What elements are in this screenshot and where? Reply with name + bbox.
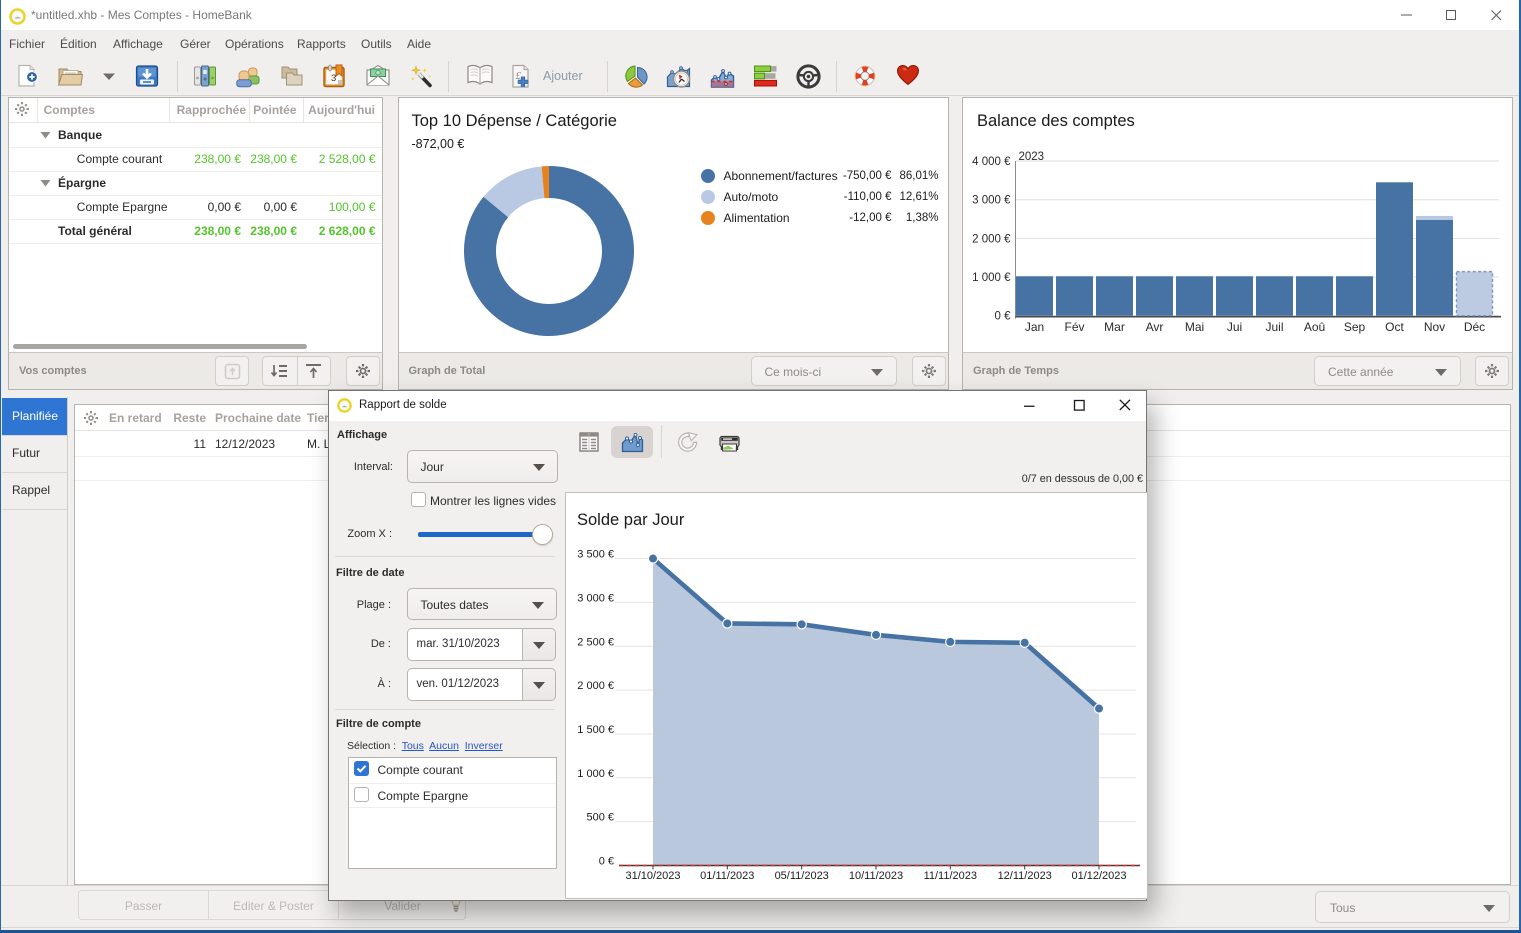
- svg-text:12/11/2023: 12/11/2023: [997, 870, 1051, 882]
- svg-text:11/11/2023: 11/11/2023: [923, 870, 976, 882]
- svg-text:01/12/2023: 01/12/2023: [1071, 870, 1126, 882]
- svg-text:Fév: Fév: [1064, 320, 1084, 334]
- svg-text:Solde par Jour: Solde par Jour: [577, 511, 685, 529]
- svg-text:2 000 €: 2 000 €: [972, 233, 1011, 245]
- svg-text:Jan: Jan: [1025, 320, 1044, 334]
- svg-text:Juil: Juil: [1265, 320, 1283, 334]
- svg-text:1 000 €: 1 000 €: [972, 272, 1011, 284]
- svg-text:Mar: Mar: [1104, 320, 1125, 334]
- svg-text:Oct: Oct: [1385, 320, 1404, 334]
- svg-text:Avr: Avr: [1146, 320, 1164, 334]
- svg-text:10/11/2023: 10/11/2023: [848, 870, 902, 882]
- svg-text:01/11/2023: 01/11/2023: [700, 870, 754, 882]
- svg-text:Aoû: Aoû: [1304, 320, 1325, 334]
- svg-text:3 000 €: 3 000 €: [972, 195, 1011, 207]
- svg-text:Déc: Déc: [1464, 320, 1485, 334]
- svg-text:3 000 €: 3 000 €: [577, 592, 614, 604]
- svg-text:05/11/2023: 05/11/2023: [774, 870, 828, 882]
- svg-text:3 500 €: 3 500 €: [577, 549, 614, 561]
- svg-text:500 €: 500 €: [586, 812, 614, 824]
- svg-text:Nov: Nov: [1424, 320, 1445, 334]
- svg-text:4 000 €: 4 000 €: [972, 156, 1011, 168]
- svg-text:Mai: Mai: [1185, 320, 1204, 334]
- svg-text:1 000 €: 1 000 €: [577, 768, 614, 780]
- svg-text:31/10/2023: 31/10/2023: [625, 870, 680, 882]
- svg-text:0 €: 0 €: [598, 856, 613, 868]
- svg-text:2 500 €: 2 500 €: [577, 636, 614, 648]
- svg-text:1 500 €: 1 500 €: [577, 724, 614, 736]
- svg-text:Sep: Sep: [1344, 320, 1366, 334]
- svg-text:0 €: 0 €: [995, 311, 1012, 323]
- svg-text:3: 3: [331, 73, 336, 84]
- svg-text:Jui: Jui: [1227, 320, 1242, 334]
- svg-text:2023: 2023: [1019, 151, 1045, 163]
- svg-text:£: £: [515, 70, 521, 82]
- svg-text:2 000 €: 2 000 €: [577, 680, 614, 692]
